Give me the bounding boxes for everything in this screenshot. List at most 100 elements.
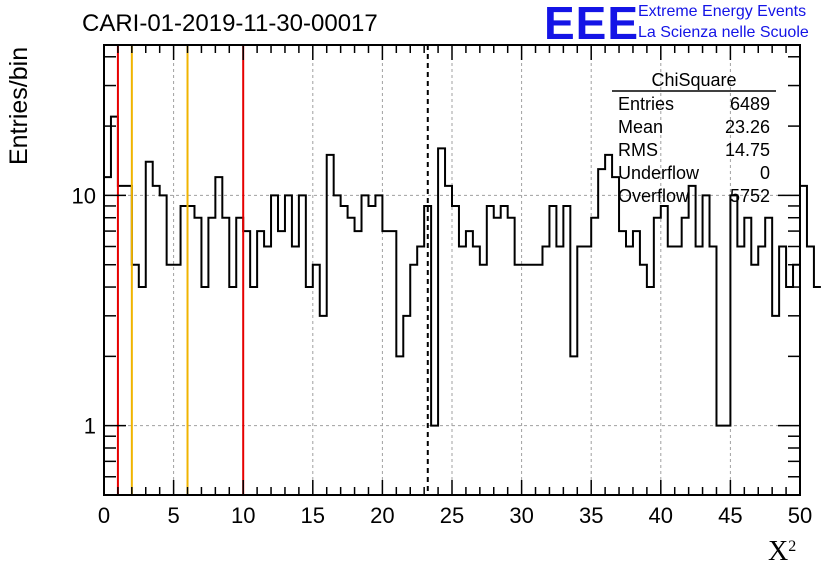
histogram-bin <box>278 231 285 495</box>
histogram-bin <box>222 218 229 495</box>
histogram-bin <box>341 206 348 495</box>
histogram-bin <box>208 218 215 495</box>
histogram-bin <box>410 265 417 495</box>
histogram-bin <box>661 206 668 495</box>
histogram-bin <box>765 218 772 495</box>
histogram-bin <box>243 231 250 495</box>
histogram-bin <box>549 206 556 495</box>
histogram-bin <box>591 218 598 495</box>
histogram-bin <box>285 195 292 495</box>
histogram-bin <box>403 316 410 495</box>
histogram-bin <box>710 246 717 495</box>
histogram-bin <box>473 246 480 495</box>
histogram-bin <box>584 246 591 495</box>
stats-row-label: Mean <box>618 117 663 137</box>
histogram-bin <box>236 218 243 495</box>
histogram-bin <box>389 231 396 495</box>
histogram-bin <box>640 265 647 495</box>
x-tick-label: 40 <box>649 503 673 528</box>
histogram-bin <box>188 206 195 495</box>
stats-row-label: Overflow <box>618 186 690 206</box>
histogram-bin <box>139 287 146 495</box>
histogram-bin <box>577 246 584 495</box>
stats-row-label: RMS <box>618 140 658 160</box>
histogram-bin <box>654 218 661 495</box>
histogram-bin <box>271 195 278 495</box>
histogram-bin <box>751 265 758 495</box>
histogram-bin <box>299 195 306 495</box>
stats-row-value: 6489 <box>730 94 770 114</box>
histogram-bin <box>814 287 821 495</box>
histogram-bin <box>215 177 222 495</box>
histogram-bin <box>619 231 626 495</box>
histogram-bin <box>250 287 257 495</box>
histogram-bin <box>633 231 640 495</box>
histogram-bin <box>167 265 174 495</box>
histogram-bin <box>466 231 473 495</box>
histogram-bin <box>375 195 382 495</box>
histogram-bin <box>730 195 737 495</box>
histogram-bin <box>125 186 132 495</box>
histogram-bin <box>598 169 605 495</box>
histogram-bin <box>306 287 313 495</box>
histogram-bin <box>689 186 696 495</box>
histogram-bin <box>417 246 424 495</box>
histogram-bin <box>515 265 522 495</box>
histogram-bin <box>153 186 160 495</box>
histogram-line <box>104 115 821 427</box>
x-tick-label: 15 <box>301 503 325 528</box>
x-tick-label: 50 <box>788 503 812 528</box>
histogram-bin <box>647 287 654 495</box>
histogram-bin <box>800 186 807 495</box>
histogram-bin <box>348 218 355 495</box>
histogram-bin <box>459 246 466 495</box>
histogram-bin <box>438 148 445 495</box>
histogram-bin <box>696 246 703 495</box>
x-tick-label: 0 <box>98 503 110 528</box>
histogram-bin <box>201 287 208 495</box>
histogram-bin <box>570 356 577 495</box>
histogram-bin <box>320 316 327 495</box>
x-tick-label: 45 <box>718 503 742 528</box>
histogram-bin <box>480 265 487 495</box>
histogram-bin <box>556 246 563 495</box>
histogram-bin <box>675 246 682 495</box>
histogram-bin <box>382 231 389 495</box>
histogram-bin <box>494 218 501 495</box>
logo-text-line1: Extreme Energy Events <box>638 3 807 20</box>
stats-row-value: 5752 <box>730 186 770 206</box>
histogram-bin <box>396 356 403 495</box>
histogram-bin <box>229 287 236 495</box>
x-tick-label: 35 <box>579 503 603 528</box>
y-tick-label: 1 <box>84 414 96 439</box>
histogram-bin <box>786 287 793 495</box>
chart-title: CARI-01-2019-11-30-00017 <box>82 10 378 37</box>
x-tick-label: 10 <box>231 503 255 528</box>
histogram-bin <box>355 231 362 495</box>
histogram-bin <box>668 246 675 495</box>
histogram-bin <box>181 206 188 495</box>
stats-row-label: Underflow <box>618 163 700 183</box>
histogram-bin <box>501 206 508 495</box>
histogram-bin <box>758 246 765 495</box>
stats-box-title: ChiSquare <box>651 70 736 90</box>
histogram-bin <box>772 316 779 495</box>
histogram-bin <box>264 246 271 495</box>
x-tick-label: 5 <box>167 503 179 528</box>
x-axis-label: X2 <box>768 536 796 568</box>
histogram-bin <box>292 246 299 495</box>
histogram-bin <box>508 218 515 495</box>
histogram-bin <box>723 426 730 495</box>
histogram-bin <box>737 246 744 495</box>
logo-text-line2: La Scienza nelle Scuole <box>638 24 809 41</box>
histogram-bin <box>779 246 786 495</box>
histogram-bin <box>793 265 800 495</box>
stats-row-value: 23.26 <box>725 117 770 137</box>
histogram-bin <box>487 206 494 495</box>
histogram-bin <box>368 206 375 495</box>
eee-logo-mark: EEE <box>544 0 640 49</box>
histogram-bin <box>111 117 118 495</box>
x-axis-label-superscript: 2 <box>788 538 797 555</box>
histogram-bin <box>445 186 452 495</box>
